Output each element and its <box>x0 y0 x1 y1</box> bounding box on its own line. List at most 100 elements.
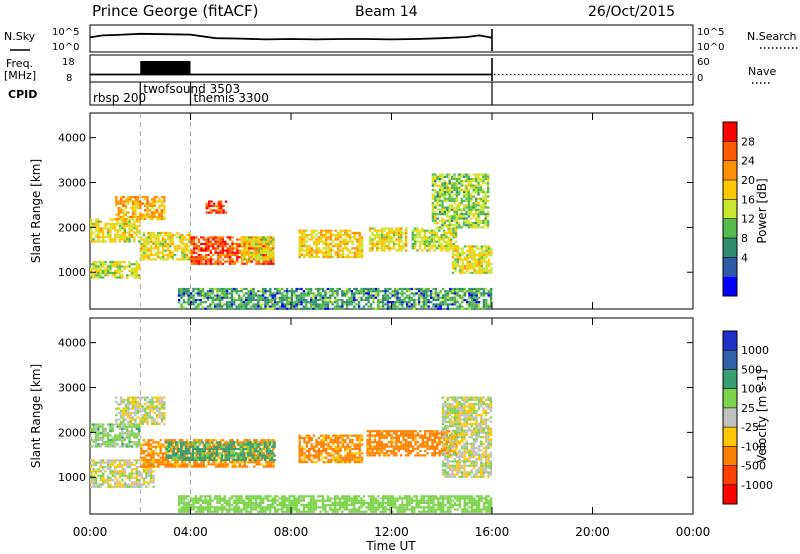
heatmap-cell <box>257 445 261 448</box>
heatmap-cell <box>197 303 200 306</box>
heatmap-cell <box>434 290 438 293</box>
heatmap-cell <box>466 260 469 263</box>
heatmap-cell <box>439 305 442 308</box>
heatmap-cell <box>480 262 483 266</box>
heatmap-cell <box>158 400 161 404</box>
heatmap-cell <box>130 222 134 225</box>
heatmap-cell <box>392 240 396 243</box>
heatmap-cell <box>438 208 442 211</box>
heatmap-cell <box>339 253 342 256</box>
heatmap-cell <box>400 249 403 252</box>
heatmap-cell <box>432 303 435 306</box>
heatmap-cell <box>312 301 315 304</box>
heatmap-cell <box>452 245 455 248</box>
heatmap-cell <box>438 195 442 198</box>
heatmap-cell <box>480 292 483 295</box>
heatmap-cell <box>149 450 153 453</box>
heatmap-cell <box>147 483 150 486</box>
heatmap-cell <box>468 262 471 266</box>
heatmap-cell <box>140 458 143 462</box>
heatmap-cell <box>92 425 95 428</box>
heatmap-cell <box>391 294 394 297</box>
heatmap-cell <box>441 298 445 302</box>
heatmap-cell <box>176 258 179 261</box>
heatmap-cell <box>357 301 361 304</box>
heatmap-cell <box>188 443 191 446</box>
heatmap-cell <box>147 256 150 259</box>
heatmap-cell <box>135 436 138 439</box>
heatmap-cell <box>470 184 473 187</box>
heatmap-cell <box>90 225 93 228</box>
heatmap-cell <box>310 461 313 464</box>
heatmap-cell <box>411 247 414 250</box>
heatmap-cell <box>452 236 455 239</box>
heatmap-cell <box>200 253 203 257</box>
heatmap-cell <box>149 251 153 254</box>
heatmap-cell <box>147 454 150 457</box>
heatmap-cell <box>300 231 304 234</box>
heatmap-cell <box>431 173 435 176</box>
heatmap-cell <box>143 213 147 216</box>
heatmap-cell <box>237 307 241 310</box>
heatmap-cell <box>448 191 451 194</box>
heatmap-cell <box>401 305 404 308</box>
heatmap-cell <box>116 276 119 279</box>
heatmap-cell <box>90 263 93 266</box>
heatmap-cell <box>232 452 235 455</box>
heatmap-cell <box>130 269 134 272</box>
heatmap-cell <box>209 439 213 442</box>
heatmap-cell <box>450 195 454 198</box>
heatmap-cell <box>141 420 144 423</box>
heatmap-cell <box>121 468 124 471</box>
heatmap-cell <box>339 236 342 239</box>
heatmap-cell <box>94 263 98 266</box>
heatmap-cell <box>158 213 161 216</box>
heatmap-cell <box>353 298 356 302</box>
heatmap-cell <box>180 303 183 306</box>
heatmap-cell <box>124 204 128 207</box>
heatmap-cell <box>278 287 282 291</box>
heatmap-cell <box>486 199 490 203</box>
heatmap-cell <box>155 420 159 423</box>
heatmap-cell <box>123 459 126 462</box>
heatmap-cell <box>216 260 220 263</box>
heatmap-cell <box>109 231 112 234</box>
heatmap-cell <box>358 238 361 241</box>
heatmap-cell <box>118 432 122 435</box>
heatmap-cell <box>254 298 258 302</box>
heatmap-cell <box>482 213 485 216</box>
y-tick-label: 2000 <box>58 221 86 234</box>
heatmap-cell <box>467 215 471 218</box>
heatmap-cell <box>230 441 233 444</box>
heatmap-cell <box>94 274 98 277</box>
heatmap-cell <box>133 436 136 439</box>
heatmap-cell <box>253 452 256 455</box>
heatmap-cell <box>159 234 162 237</box>
heatmap-cell <box>324 450 328 453</box>
heatmap-cell <box>317 450 321 453</box>
heatmap-cell <box>141 218 144 221</box>
heatmap-cell <box>236 461 239 464</box>
heatmap-cell <box>138 236 141 239</box>
heatmap-cell <box>472 180 475 183</box>
heatmap-cell <box>204 301 207 304</box>
heatmap-cell <box>360 242 364 245</box>
nave-dense-block <box>140 61 191 75</box>
heatmap-cell <box>346 247 349 250</box>
heatmap-cell <box>452 234 455 237</box>
heatmap-cell <box>283 296 286 299</box>
heatmap-cell <box>483 271 486 274</box>
heatmap-cell <box>130 434 134 437</box>
heatmap-cell <box>358 251 361 254</box>
heatmap-cell <box>147 447 150 451</box>
heatmap-cell <box>260 242 263 246</box>
heatmap-cell <box>450 224 454 227</box>
heatmap-cell <box>106 436 110 439</box>
heatmap-cell <box>118 222 122 225</box>
heatmap-cell <box>265 439 268 442</box>
heatmap-cell <box>474 173 478 176</box>
heatmap-cell <box>133 220 136 223</box>
heatmap-cell <box>197 439 201 442</box>
heatmap-cell <box>255 260 258 263</box>
heatmap-cell <box>413 294 416 297</box>
